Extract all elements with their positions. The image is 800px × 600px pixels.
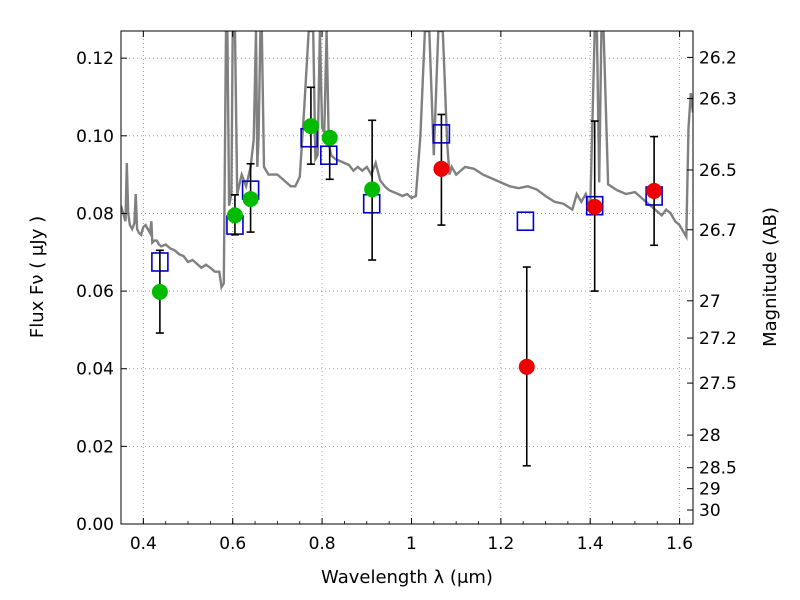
y2-tick-label: 28 xyxy=(699,426,721,446)
y-tick-label: 0.02 xyxy=(76,437,114,457)
y2-tick-label: 26.3 xyxy=(699,90,737,110)
y-tick-label: 0.08 xyxy=(76,204,114,224)
y2-tick-label: 27.2 xyxy=(699,329,737,349)
x-tick-label: 1 xyxy=(406,534,417,554)
y2-tick-label: 27.5 xyxy=(699,374,737,394)
x-axis-label: Wavelength λ (μm) xyxy=(321,567,493,588)
axes: 0.4 0.6 0.8 1 1.2 1.4 1.6 0.00 0.02 0.04 0.06 0.08 0… xyxy=(76,31,737,554)
y2-tick-label: 26.2 xyxy=(699,48,737,68)
y2-axis-label: Magnitude (AB) xyxy=(760,207,781,347)
grid-lines xyxy=(121,31,693,524)
green-data-point xyxy=(226,207,243,224)
red-data-point xyxy=(433,160,450,177)
y-tick-label: 0.10 xyxy=(76,127,114,147)
x-tick-label: 0.8 xyxy=(309,534,336,554)
y-axis-label: Flux Fν ( μJy ) xyxy=(27,216,48,338)
plot-frame xyxy=(120,30,694,525)
x-tick-label: 1.4 xyxy=(577,534,604,554)
model-square-point xyxy=(319,145,338,166)
y2-tick-label: 30 xyxy=(699,501,721,521)
y2-tick-label: 28.5 xyxy=(699,459,737,479)
red-data-point xyxy=(518,358,535,375)
green-data-point xyxy=(302,118,319,135)
y2-tick-label: 26.7 xyxy=(699,221,737,241)
green-data-point xyxy=(364,181,381,198)
y2-tick-label: 27 xyxy=(699,292,721,312)
y-tick-label: 0.12 xyxy=(76,49,114,69)
green-data-point xyxy=(151,283,168,300)
x-tick-label: 0.4 xyxy=(130,534,157,554)
y-tick-label: 0.00 xyxy=(76,515,114,535)
x-tick-label: 1.2 xyxy=(487,534,514,554)
y-tick-label: 0.04 xyxy=(76,360,114,380)
x-tick-label: 1.6 xyxy=(666,534,693,554)
model-square-point xyxy=(516,211,535,232)
red-data-point xyxy=(646,182,663,199)
green-data-point xyxy=(321,129,338,146)
red-data-point xyxy=(586,198,603,215)
y2-tick-label: 26.5 xyxy=(699,161,737,181)
y-tick-label: 0.06 xyxy=(76,282,114,302)
y2-tick-label: 29 xyxy=(699,480,721,500)
plot-area xyxy=(121,31,693,291)
model-spectrum-line xyxy=(121,31,693,291)
green-data-point xyxy=(242,191,259,208)
x-tick-label: 0.6 xyxy=(219,534,246,554)
data-marks xyxy=(151,86,663,467)
